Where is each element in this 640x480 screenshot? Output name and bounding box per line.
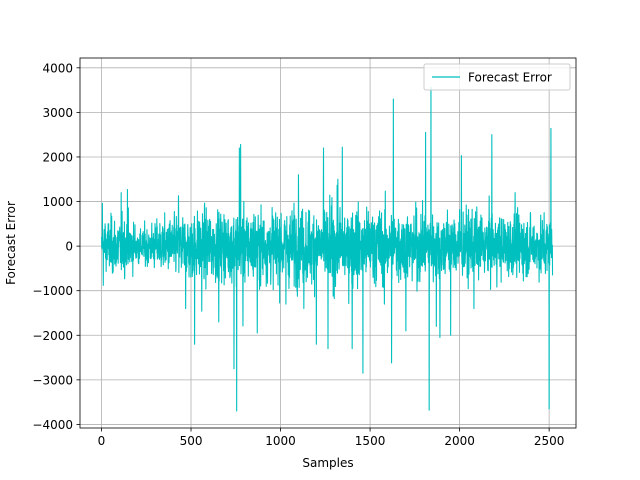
legend-box (423, 63, 571, 91)
y-tick-label: −1000 (32, 284, 73, 298)
x-tick-label: 2000 (444, 434, 475, 448)
series-layer (100, 86, 554, 412)
y-tick-label: −4000 (32, 418, 73, 432)
x-axis-label: Samples (302, 456, 353, 470)
axis-ticks: 0 500 1000 1500 2000 2500 −4000 −3000 −2000 −1000… (32, 61, 564, 448)
y-tick-label: 1000 (42, 195, 73, 209)
x-tick-label: 1500 (355, 434, 386, 448)
x-tick-label: 0 (98, 434, 106, 448)
y-tick-label: −2000 (32, 329, 73, 343)
y-tick-label: 3000 (42, 106, 73, 120)
legend-label: Forecast Error (468, 71, 552, 85)
y-tick-label: 0 (65, 240, 73, 254)
x-tick-label: 1000 (265, 434, 296, 448)
legend: Forecast Error (423, 63, 571, 91)
x-tick-label: 500 (180, 434, 203, 448)
y-tick-label: −3000 (32, 373, 73, 387)
y-tick-label: 4000 (42, 61, 73, 75)
x-tick-label: 2500 (534, 434, 565, 448)
y-tick-label: 2000 (42, 150, 73, 164)
y-axis-label: Forecast Error (4, 201, 18, 285)
forecast-error-line (100, 86, 554, 412)
plot-frame (79, 57, 577, 429)
